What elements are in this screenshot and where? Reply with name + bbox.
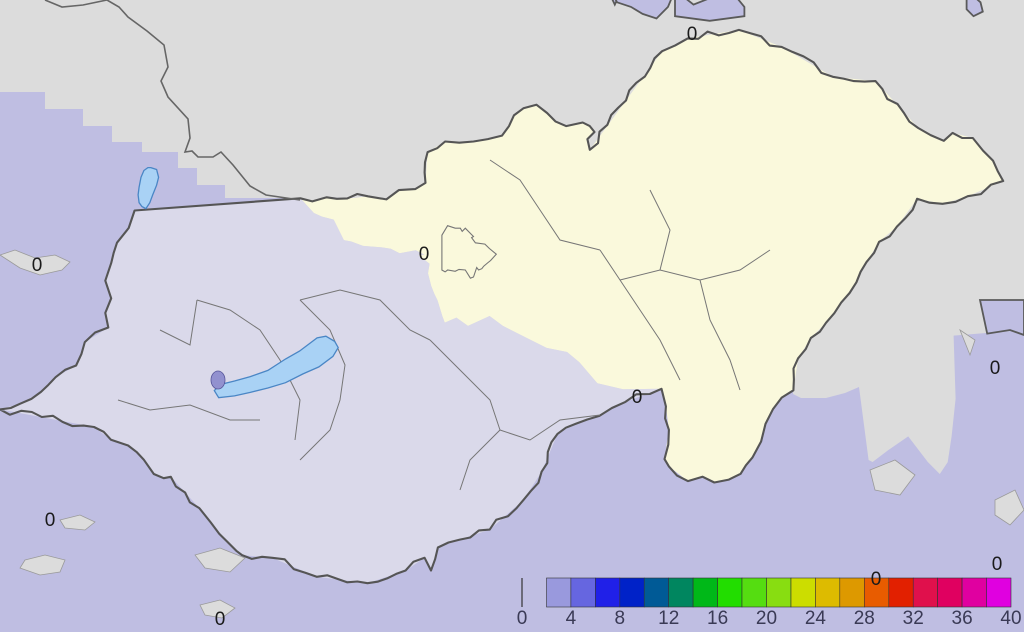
svg-text:28: 28	[854, 608, 875, 629]
svg-text:16: 16	[707, 608, 728, 629]
svg-text:4: 4	[566, 608, 577, 629]
svg-text:32: 32	[903, 608, 924, 629]
svg-text:12: 12	[658, 608, 679, 629]
svg-text:0: 0	[992, 554, 1003, 575]
svg-text:0: 0	[32, 255, 43, 276]
svg-text:0: 0	[419, 244, 430, 265]
svg-text:0: 0	[632, 387, 643, 408]
svg-text:0: 0	[871, 569, 882, 590]
svg-text:8: 8	[615, 608, 626, 629]
svg-text:0: 0	[990, 358, 1001, 379]
svg-text:40: 40	[1000, 608, 1021, 629]
svg-text:36: 36	[952, 608, 973, 629]
svg-text:20: 20	[756, 608, 777, 629]
svg-text:0: 0	[45, 510, 56, 531]
svg-text:0: 0	[517, 608, 528, 629]
svg-text:24: 24	[805, 608, 827, 629]
svg-text:0: 0	[687, 24, 698, 45]
svg-text:0: 0	[215, 609, 226, 630]
